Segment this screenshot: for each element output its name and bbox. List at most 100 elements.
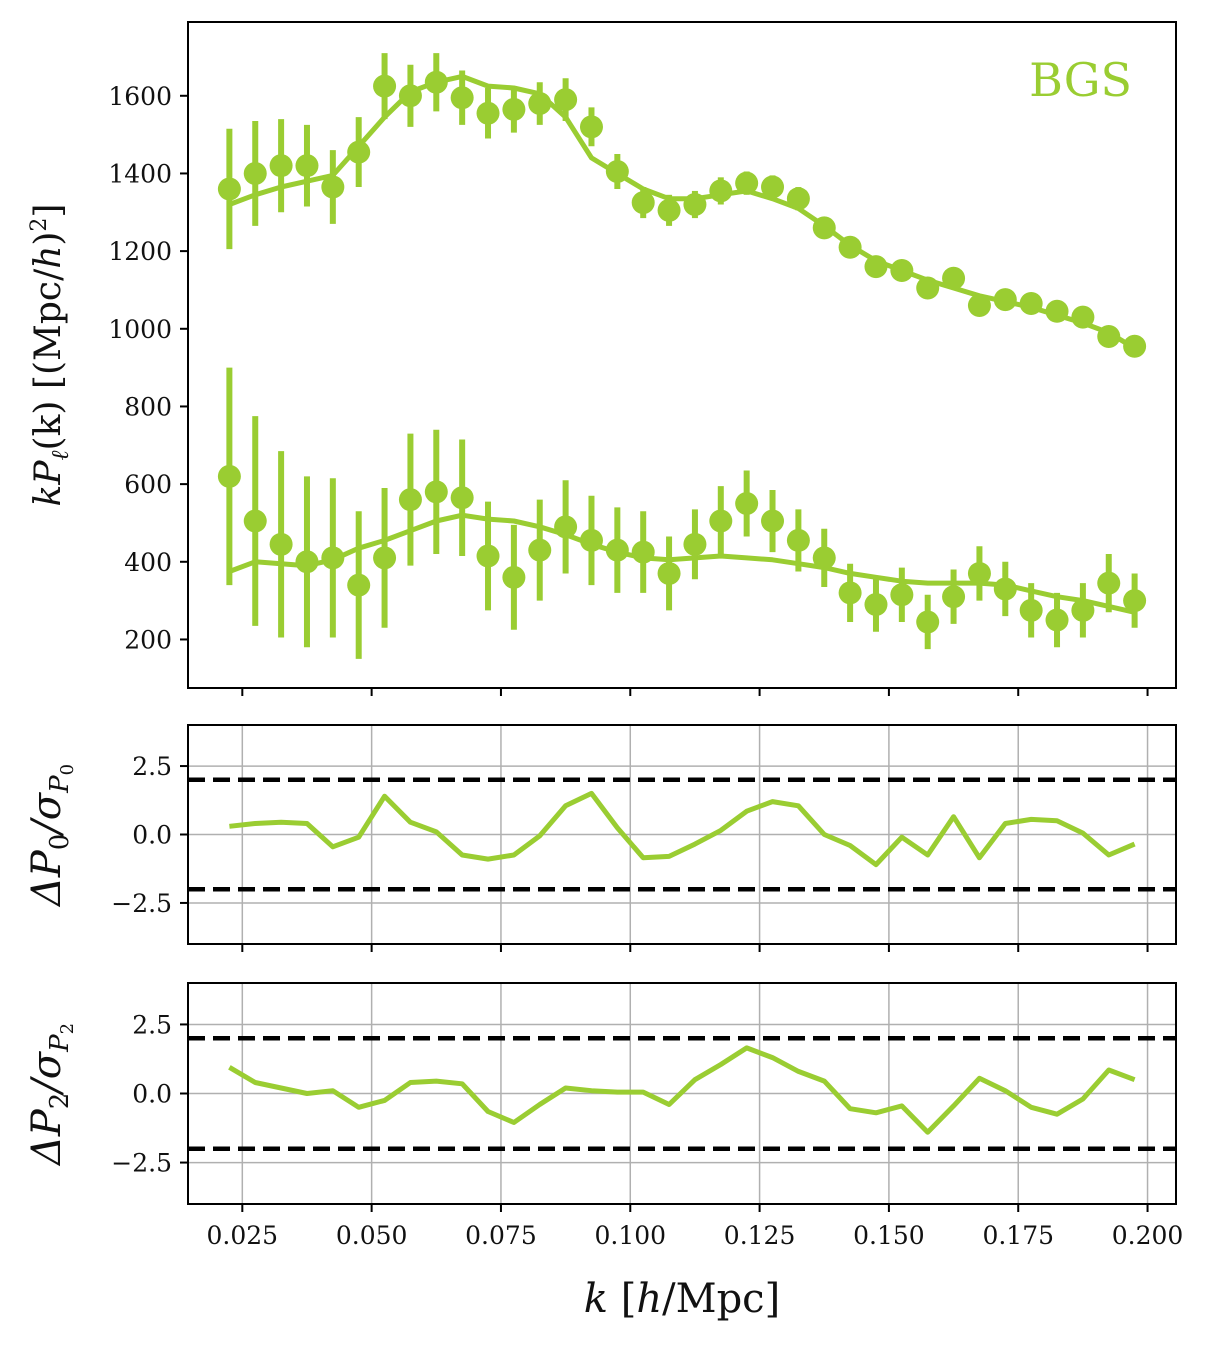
monopole-residual-line <box>229 790 1136 868</box>
quadrupole-point-24 <box>838 581 862 605</box>
ylabel-arg: (k) [(Mpc/ <box>28 268 69 451</box>
monopole-point-7 <box>398 84 422 108</box>
monopole-point-25 <box>864 255 888 279</box>
monopole-point-12 <box>528 92 552 116</box>
multipoles-y-tick-label-2: 600 <box>124 470 172 499</box>
monopole-point-29 <box>967 293 991 317</box>
multipoles-y-tick-label-1: 400 <box>124 548 172 577</box>
quadrupole-residual-y-axis-label: ΔP2/σP2 <box>24 1023 78 1167</box>
quadrupole-point-3 <box>295 550 319 574</box>
quadrupole-point-30 <box>993 577 1017 601</box>
monopole-point-18 <box>683 193 707 217</box>
quadrupole-point-2 <box>269 532 293 556</box>
monopole-point-1 <box>243 161 267 185</box>
quadrupole-point-32 <box>1045 608 1069 632</box>
monopole-point-17 <box>657 198 681 222</box>
monopole-point-2 <box>269 154 293 178</box>
mid-ylabel-slash: /σ <box>24 791 70 837</box>
monopole-point-16 <box>631 191 655 215</box>
mid-ylabel-sub2: P <box>45 775 75 794</box>
monopole-point-23 <box>812 216 836 240</box>
quadrupole-point-34 <box>1097 571 1121 595</box>
quadrupole-point-1 <box>243 509 267 533</box>
quadrupole-point-23 <box>812 546 836 570</box>
xlabel-rest: /Mpc] <box>662 1276 780 1322</box>
monopole-point-0 <box>217 177 241 201</box>
multipoles-y-tick-label-7: 1600 <box>108 82 172 111</box>
quadrupole-point-5 <box>347 573 371 597</box>
ylabel-h: h <box>28 246 69 269</box>
monopole-point-24 <box>838 235 862 259</box>
ylabel-sub: ℓ <box>46 450 74 460</box>
quadrupole-residual-x-tick-label-6: 0.175 <box>982 1221 1054 1250</box>
quadrupole-residual-x-tick-label-5: 0.150 <box>853 1221 925 1250</box>
monopole-point-13 <box>554 88 578 112</box>
quadrupole-point-20 <box>735 492 759 516</box>
monopole-point-8 <box>424 70 448 94</box>
monopole-point-3 <box>295 154 319 178</box>
multipoles-plot-area <box>217 53 1147 659</box>
quadrupole-residual-x-tick-label-3: 0.100 <box>594 1221 666 1250</box>
monopole-point-6 <box>373 74 397 98</box>
quadrupole-residual-line <box>228 1045 1136 1135</box>
quadrupole-point-14 <box>579 528 603 552</box>
ylabel-end: ] <box>28 204 69 218</box>
quadrupole-point-11 <box>502 565 526 589</box>
multipoles-axes: 200 400 600 800 1000 1200 1400 1600 <box>108 82 1149 696</box>
quadrupole-point-16 <box>631 540 655 564</box>
quadrupole-point-13 <box>554 515 578 539</box>
monopole-point-28 <box>942 266 966 290</box>
quadrupole-residual-axes: 0.025 0.050 0.075 0.100 0.125 0.150 0.175 0.200… <box>111 1010 1183 1250</box>
monopole-point-11 <box>502 97 526 121</box>
mid-ylabel-subsub: 0 <box>57 764 78 775</box>
quadrupole-residual-y-tick-label-2: 2.5 <box>132 1010 172 1039</box>
multipoles-y-tick-label-0: 200 <box>124 625 172 654</box>
monopole-point-21 <box>761 175 785 199</box>
monopole-point-15 <box>605 160 629 184</box>
monopole-residual-y-tick-label-1: 0.0 <box>132 821 172 850</box>
quadrupole-residual-panel: 0.025 0.050 0.075 0.100 0.125 0.150 0.175 0.200… <box>24 982 1183 1322</box>
quadrupole-point-29 <box>967 561 991 585</box>
quadrupole-point-28 <box>942 585 966 609</box>
quadrupole-residual-y-tick-label-1: 0.0 <box>132 1080 172 1109</box>
quadrupole-point-31 <box>1019 598 1043 622</box>
quadrupole-point-22 <box>786 528 810 552</box>
quadrupole-point-0 <box>217 464 241 488</box>
monopole-point-20 <box>735 171 759 195</box>
multipoles-y-axis-label: kPℓ(k) [(Mpc/h)2] <box>27 204 74 507</box>
quadrupole-point-9 <box>450 486 474 510</box>
monopole-point-32 <box>1045 299 1069 323</box>
monopole-point-35 <box>1123 334 1147 358</box>
quadrupole-point-4 <box>321 546 345 570</box>
quadrupole-residual-y-tick-label-0: −2.5 <box>111 1149 172 1178</box>
xlabel-open: [ <box>608 1276 636 1322</box>
survey-annotation: BGS <box>1029 53 1132 107</box>
multipoles-y-tick-label-6: 1400 <box>108 159 172 188</box>
x-axis-label: k [h/Mpc] <box>584 1276 780 1322</box>
bot-ylabel-slash: /σ <box>24 1050 70 1096</box>
monopole-point-5 <box>347 140 371 164</box>
monopole-residual-panel: −2.50.02.5 ΔP0/σP0 <box>24 724 1177 952</box>
monopole-residual-axes: −2.5 0.0 2.5 <box>111 752 1149 952</box>
multipoles-y-tick-label-4: 1000 <box>108 315 172 344</box>
quadrupole-point-18 <box>683 532 707 556</box>
monopole-point-22 <box>786 187 810 211</box>
quadrupole-point-17 <box>657 561 681 585</box>
quadrupole-point-6 <box>373 546 397 570</box>
bot-ylabel-subsub: 2 <box>57 1023 78 1034</box>
bot-ylabel-sub: 2 <box>45 1093 75 1110</box>
quadrupole-point-15 <box>605 538 629 562</box>
quadrupole-residual-x-tick-label-7: 0.200 <box>1112 1221 1184 1250</box>
quadrupole-point-27 <box>916 610 940 634</box>
ylabel-sup: 2 <box>27 218 52 232</box>
monopole-residual-plot-area <box>188 725 1176 944</box>
quadrupole-point-10 <box>476 544 500 568</box>
ylabel-main: kP <box>28 460 69 507</box>
quadrupole-point-7 <box>398 488 422 512</box>
quadrupole-point-33 <box>1071 598 1095 622</box>
mid-ylabel-sub: 0 <box>45 834 75 851</box>
monopole-point-9 <box>450 86 474 110</box>
quadrupole-point-35 <box>1123 589 1147 613</box>
monopole-residual-y-tick-label-2: 2.5 <box>132 752 172 781</box>
